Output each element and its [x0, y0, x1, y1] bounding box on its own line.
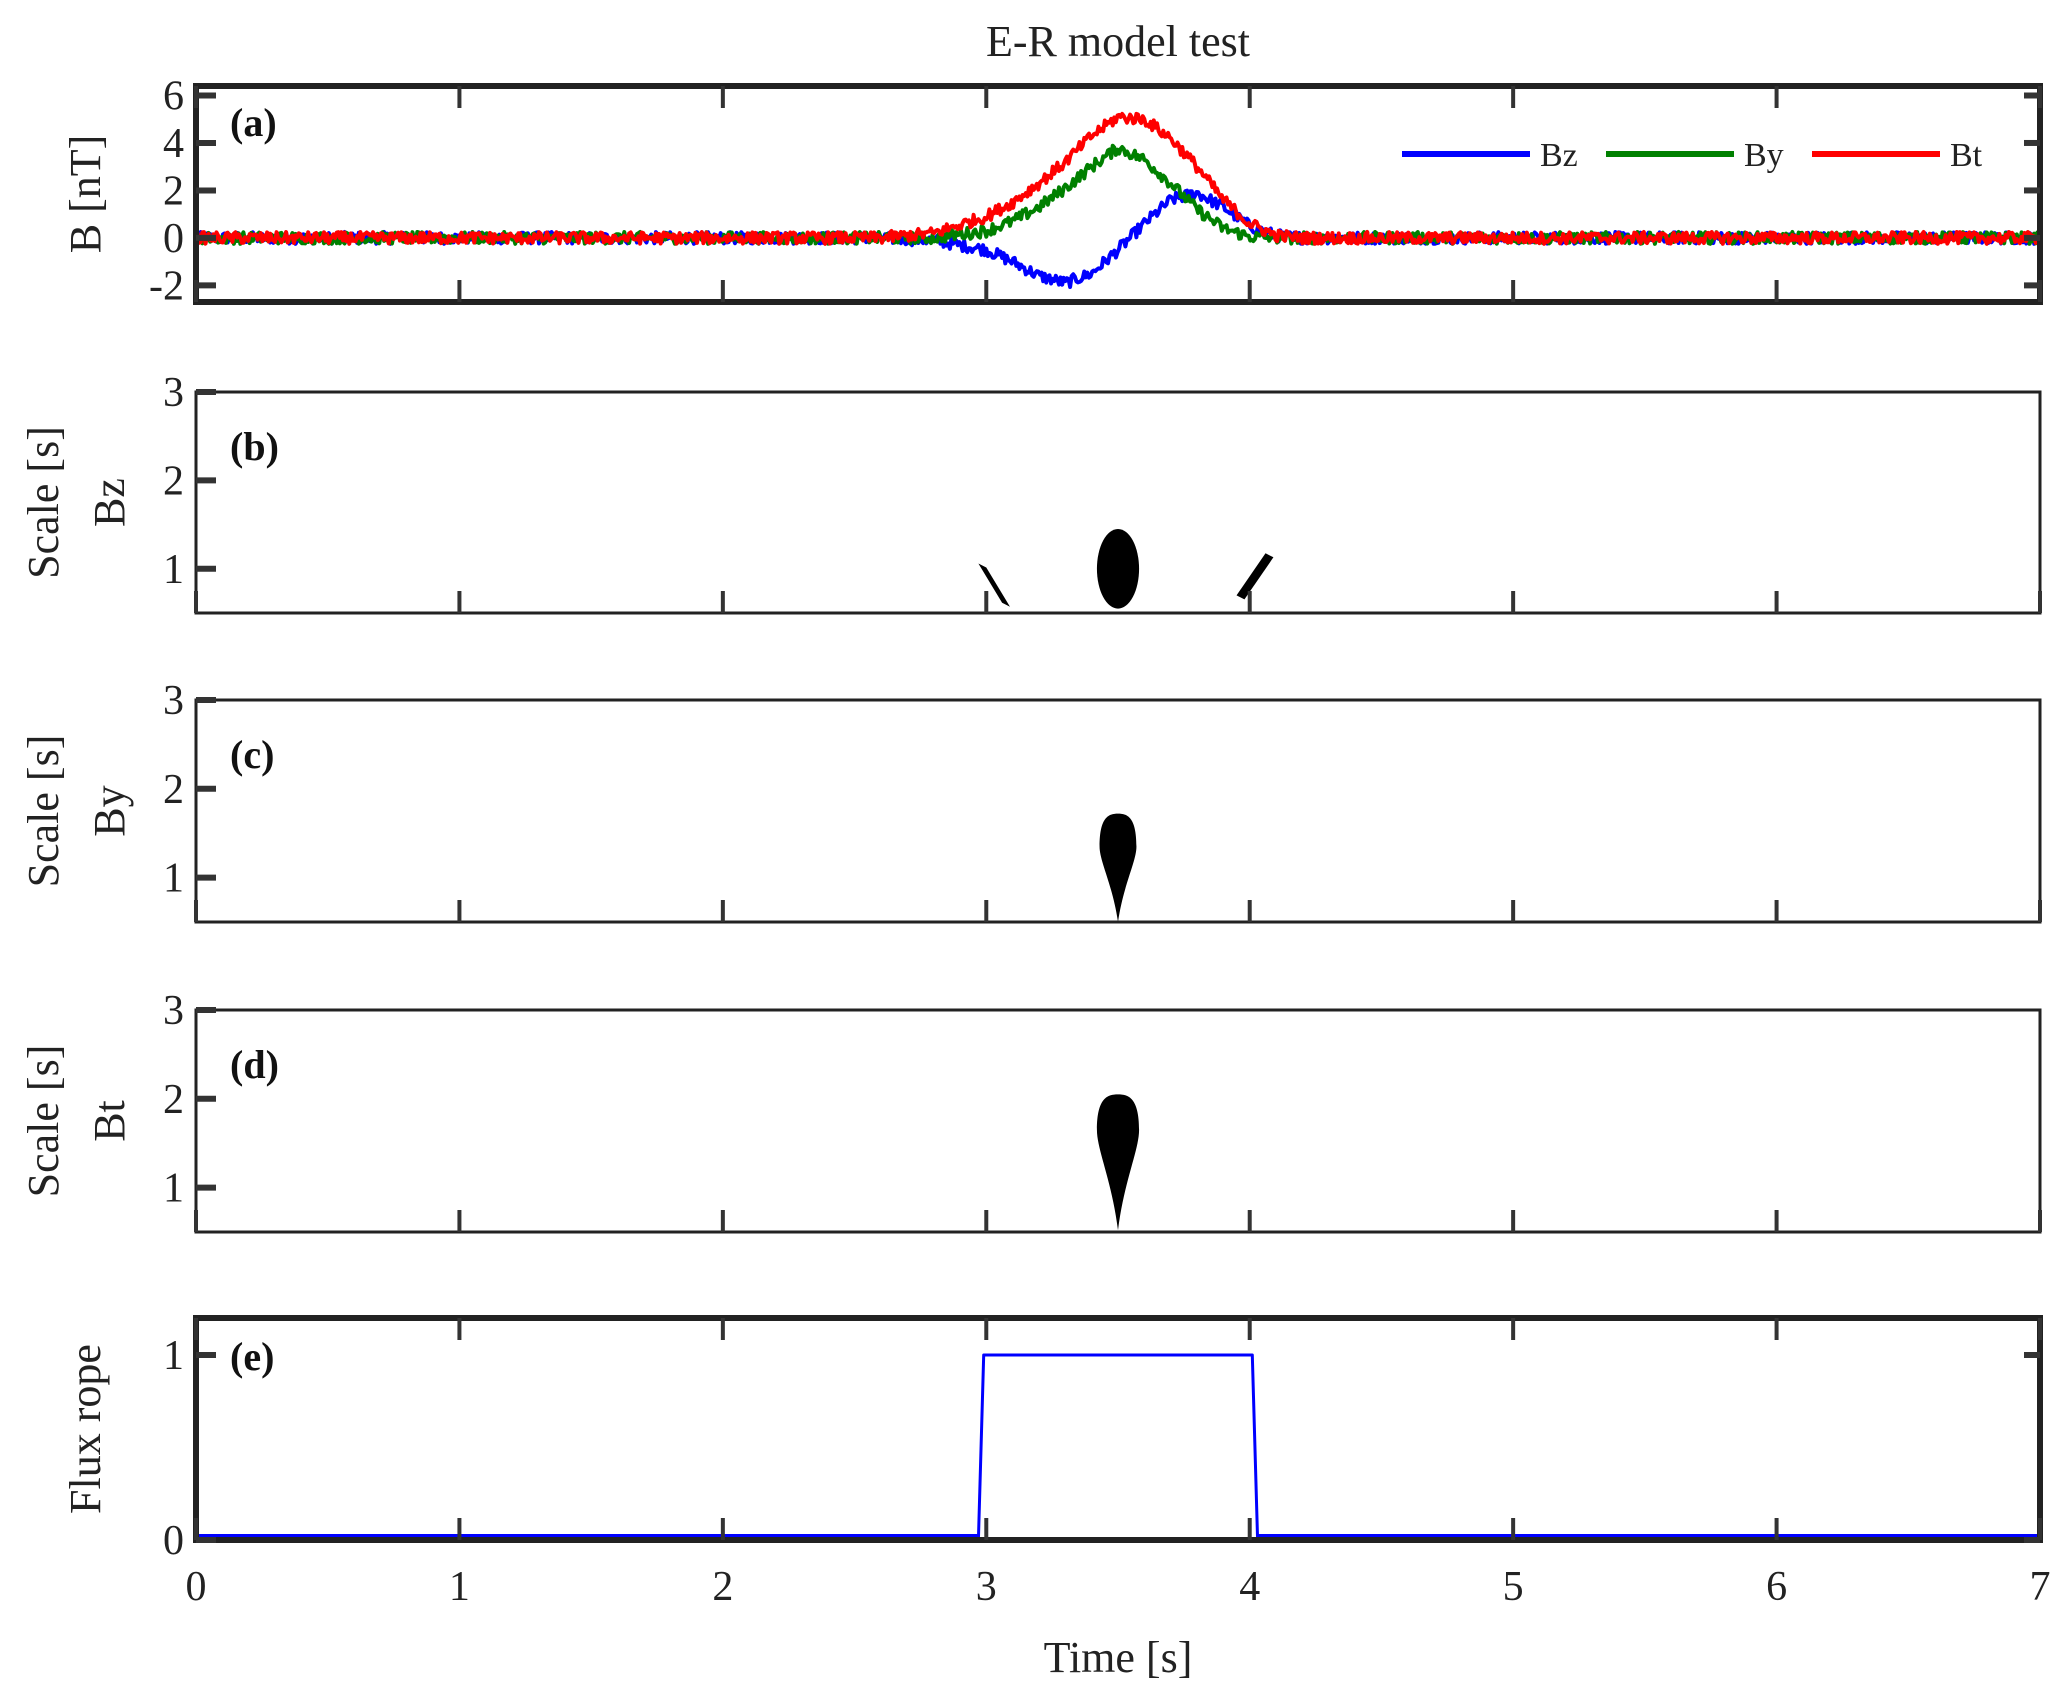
panel-label: (e)	[230, 1334, 274, 1379]
significant-region	[978, 563, 1010, 607]
legend-entry-bt: Bt	[1950, 137, 1983, 174]
panel-c: 1 2 3 (c) Scale [s] By	[19, 678, 2042, 924]
panel-label: (c)	[230, 732, 274, 777]
plot-area	[196, 111, 2040, 289]
panel-d: 1 2 3 (d) Scale [s] Bt	[19, 988, 2042, 1234]
y-axis-label: Scale [s]	[19, 426, 68, 579]
y-tick-label: 2	[163, 458, 184, 504]
y-axis-label: Bz	[85, 478, 134, 527]
panel-label: (a)	[230, 100, 277, 145]
panel-b: 1 2 3 (b) Scale [s] Bz	[19, 370, 2042, 615]
axes-frame	[193, 1315, 2043, 1543]
y-axis-label: Scale [s]	[19, 1045, 68, 1198]
y-axis-label: Scale [s]	[19, 735, 68, 888]
y-tick-label: 6	[163, 73, 184, 119]
y-tick-label: 3	[163, 988, 184, 1034]
y-tick-label: 1	[163, 1333, 184, 1379]
chart-title: E-R model test	[986, 17, 1250, 66]
series-flux-rope	[196, 1353, 2040, 1540]
y-tick-label: 3	[163, 678, 184, 724]
y-tick-label: 0	[163, 216, 184, 262]
y-axis-label: By	[85, 785, 134, 836]
y-tick-label: 1	[163, 856, 184, 902]
significant-region	[1096, 529, 1140, 609]
y-tick-label: 4	[163, 121, 184, 167]
panel-e: 0 1 (e) Flux rope 0 1 2 3 4 5 6 7	[61, 1315, 2051, 1610]
axes-frame	[193, 83, 2043, 305]
y-tick-label: -2	[149, 263, 184, 309]
axes-frame	[194, 1008, 2042, 1234]
x-tick-label: 3	[976, 1564, 997, 1610]
x-tick-label: 1	[449, 1564, 470, 1610]
series-bt	[196, 111, 2040, 246]
x-tick-label: 7	[2030, 1564, 2051, 1610]
axes-frame	[194, 698, 2042, 924]
legend-entry-bz: Bz	[1540, 137, 1578, 174]
y-tick-label: 1	[163, 547, 184, 593]
plot-area	[1099, 813, 1137, 922]
y-axis-label: Flux rope	[61, 1344, 110, 1514]
significant-region	[1096, 1094, 1140, 1231]
significant-region	[1099, 813, 1137, 922]
legend-entry-by: By	[1744, 137, 1784, 174]
x-tick-label: 5	[1503, 1564, 1524, 1610]
x-axis-label: Time [s]	[1044, 1633, 1193, 1682]
y-axis-label: B [nT]	[61, 135, 110, 254]
plot-area	[196, 1353, 2040, 1540]
plot-area	[1096, 1094, 1140, 1231]
x-tick-label: 0	[186, 1564, 207, 1610]
y-tick-label: 2	[163, 1077, 184, 1123]
y-tick-label: 2	[163, 168, 184, 214]
x-tick-label: 4	[1239, 1564, 1260, 1610]
y-tick-label: 1	[163, 1166, 184, 1212]
x-tick-label: 2	[712, 1564, 733, 1610]
y-tick-label: 0	[163, 1518, 184, 1564]
y-tick-label: 2	[163, 767, 184, 813]
y-tick-label: 3	[163, 370, 184, 416]
x-tick-label: 6	[1766, 1564, 1787, 1610]
panel-label: (b)	[230, 424, 279, 469]
y-axis-label: Bt	[85, 1100, 134, 1142]
significant-region	[1236, 553, 1274, 600]
axes-frame	[194, 390, 2042, 615]
plot-area	[978, 529, 1274, 609]
panel-label: (d)	[230, 1042, 279, 1087]
